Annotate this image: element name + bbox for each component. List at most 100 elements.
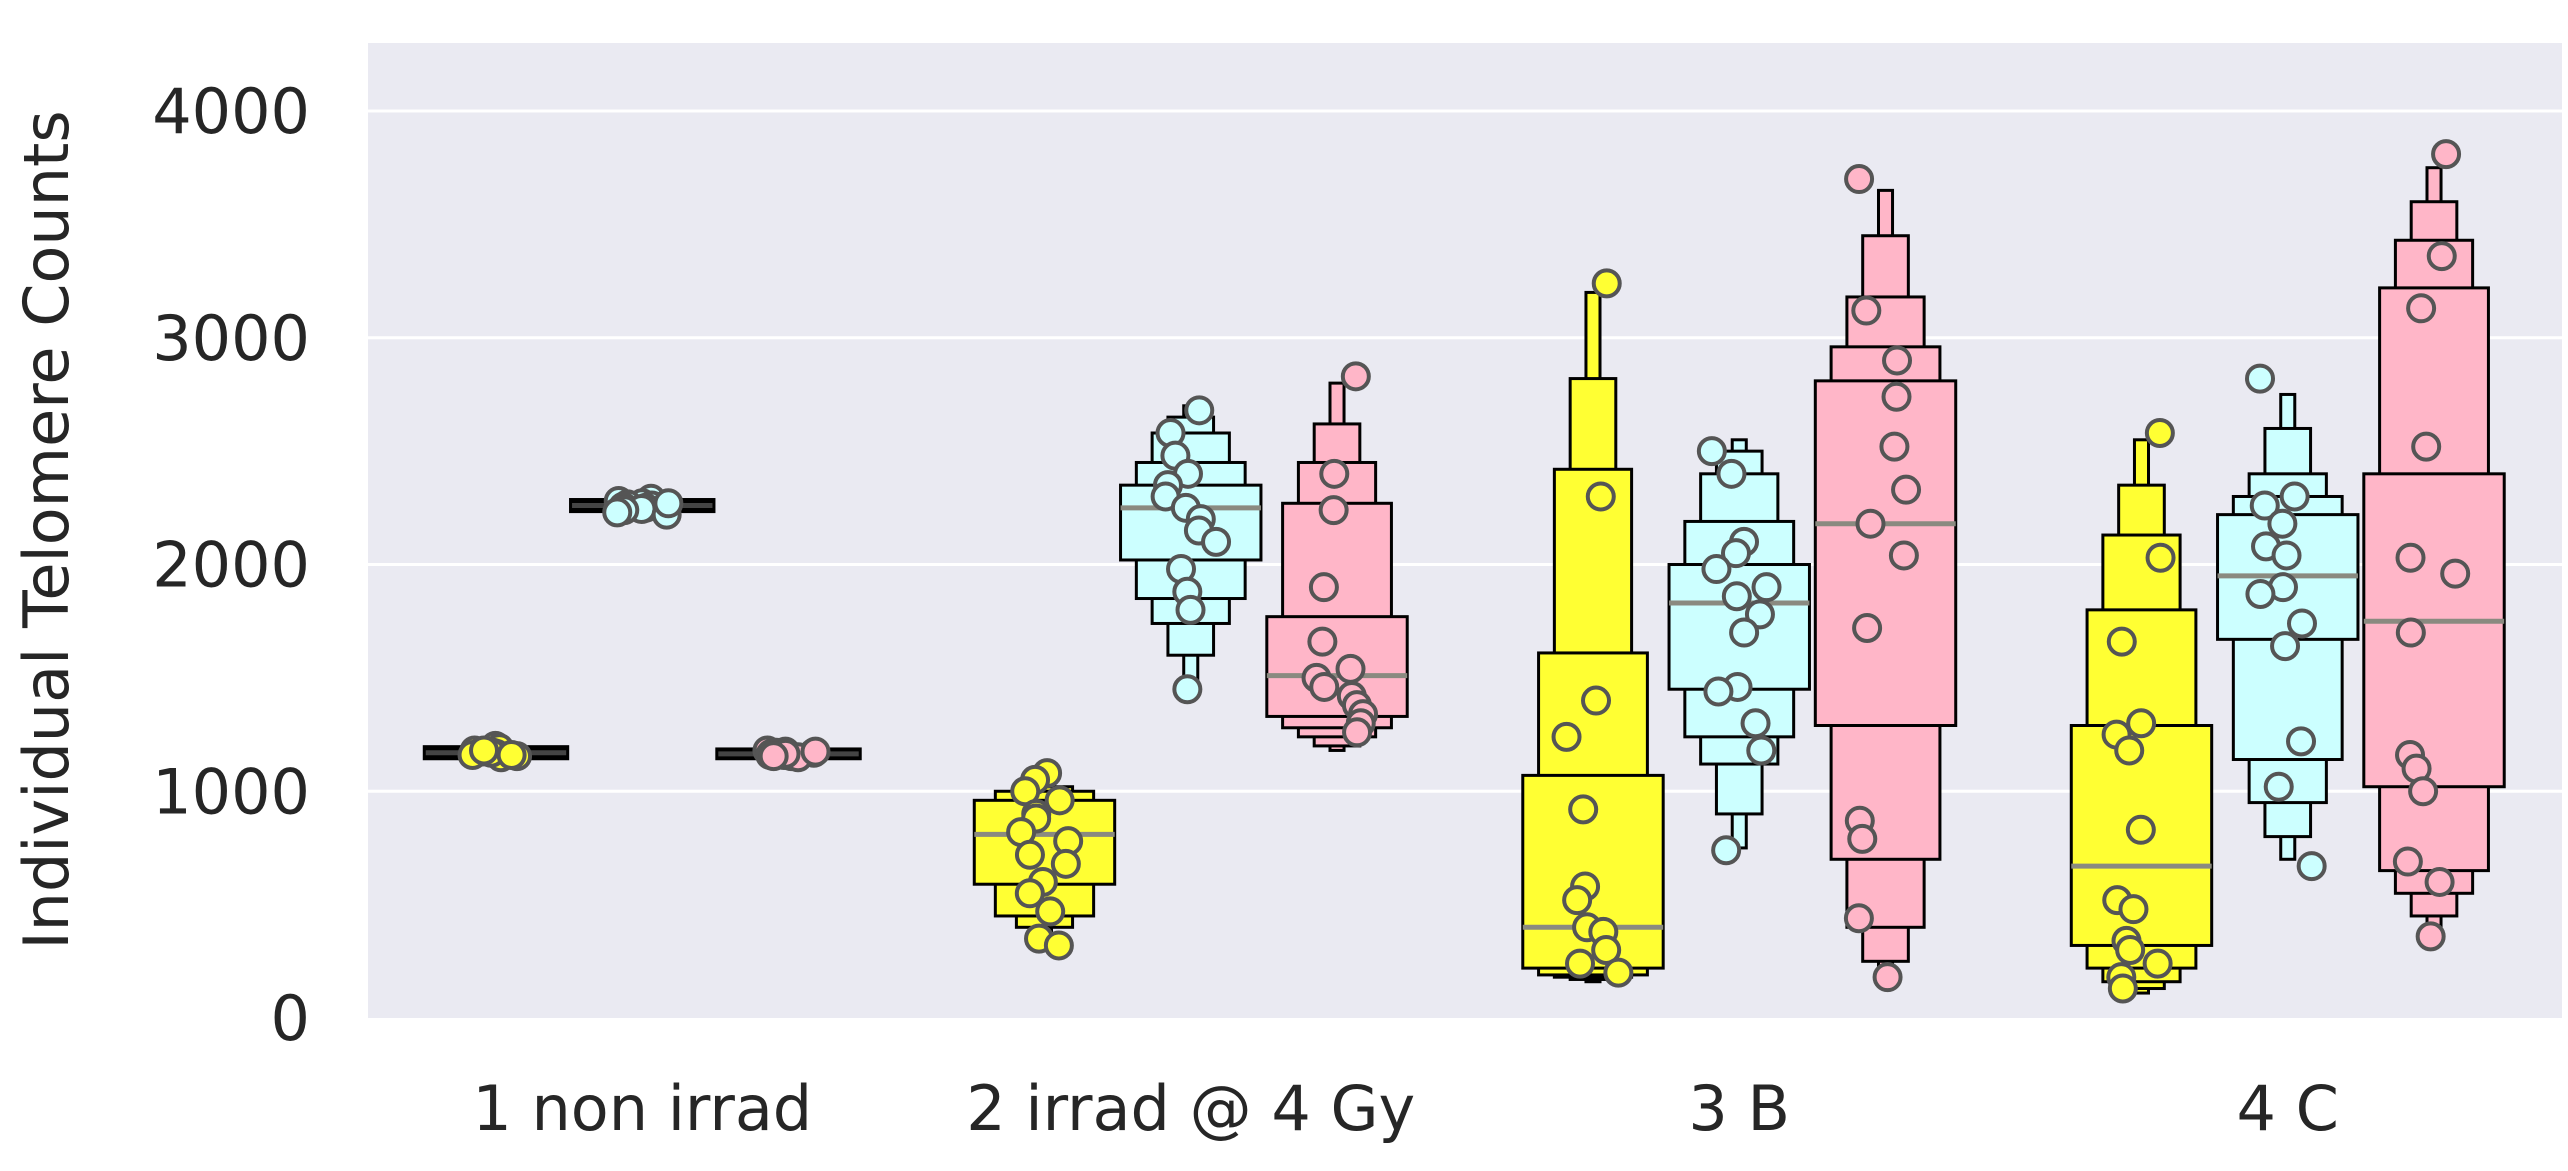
data-point: [1746, 735, 1777, 766]
x-tick-label: 4 C: [2237, 1072, 2339, 1145]
data-point: [2114, 735, 2145, 766]
data-point: [1172, 674, 1203, 705]
data-point: [1879, 431, 1910, 462]
strip-points: [457, 139, 2471, 1004]
data-point: [1891, 474, 1922, 505]
data-point: [2296, 851, 2327, 882]
data-point: [2106, 626, 2137, 657]
data-point: [1568, 794, 1599, 825]
data-point: [2415, 921, 2446, 952]
data-point: [800, 736, 831, 767]
data-point: [469, 735, 500, 766]
data-point: [1591, 268, 1622, 299]
data-point: [1335, 653, 1366, 684]
data-point: [2142, 948, 2173, 979]
y-axis-ticks: 0 1000 2000 3000 4000: [152, 75, 310, 1055]
data-point: [1565, 948, 1596, 979]
data-point: [653, 488, 684, 519]
y-tick-label: 1000: [152, 755, 310, 828]
data-point: [2249, 490, 2280, 521]
data-point: [2426, 241, 2457, 272]
data-point: [2286, 726, 2317, 757]
x-tick-label: 2 irrad @ 4 Gy: [966, 1072, 1415, 1145]
data-point: [1201, 526, 1232, 557]
boxen-level: [1813, 379, 1958, 727]
y-tick-label: 4000: [152, 75, 310, 148]
data-point: [1888, 540, 1919, 571]
y-tick-label: 0: [271, 982, 310, 1055]
data-point: [1720, 538, 1751, 569]
data-point: [1721, 581, 1752, 612]
data-point: [2424, 866, 2455, 897]
data-point: [1591, 934, 1622, 965]
data-point: [1043, 930, 1074, 961]
data-point: [1044, 785, 1075, 816]
data-point: [2408, 776, 2439, 807]
data-point: [1184, 395, 1215, 426]
data-point: [2406, 293, 2437, 324]
data-point: [1696, 436, 1727, 467]
x-tick-label: 1 non irrad: [472, 1072, 812, 1145]
data-point: [2440, 558, 2471, 589]
data-point: [2270, 631, 2301, 662]
data-point: [1740, 708, 1771, 739]
data-point: [2267, 508, 2298, 539]
data-point: [1318, 495, 1349, 526]
data-point: [1843, 903, 1874, 934]
data-point: [1319, 458, 1350, 489]
data-point: [2125, 814, 2156, 845]
data-point: [2411, 431, 2442, 462]
data-point: [1701, 554, 1732, 585]
data-point: [2395, 542, 2426, 573]
x-tick-label: 3 B: [1688, 1072, 1790, 1145]
data-point: [1881, 381, 1912, 412]
data-point: [1851, 295, 1882, 326]
data-point: [1603, 957, 1634, 988]
data-point: [1751, 572, 1782, 603]
data-point: [1562, 885, 1593, 916]
data-point: [2115, 934, 2146, 965]
data-point: [1585, 481, 1616, 512]
data-point: [2392, 846, 2423, 877]
data-point: [1852, 613, 1883, 643]
data-point: [1581, 685, 1612, 716]
y-tick-label: 3000: [152, 302, 310, 375]
data-point: [2144, 418, 2175, 448]
data-point: [1309, 671, 1340, 702]
data-point: [2286, 608, 2317, 639]
data-point: [1340, 361, 1371, 392]
data-point: [2245, 578, 2276, 609]
data-point: [2145, 542, 2176, 573]
data-point: [2245, 363, 2276, 394]
y-tick-label: 2000: [152, 529, 310, 602]
data-point: [758, 741, 789, 772]
y-axis-label: Individual Telomere Counts: [10, 110, 83, 949]
data-point: [1729, 617, 1760, 648]
data-point: [2118, 894, 2149, 925]
data-point: [1703, 676, 1734, 707]
data-point: [1847, 823, 1878, 854]
data-point: [1307, 626, 1338, 657]
data-point: [2126, 708, 2157, 739]
data-point: [1711, 835, 1742, 866]
data-point: [496, 739, 527, 770]
data-point: [2279, 481, 2310, 512]
data-point: [1308, 572, 1339, 603]
data-point: [1882, 345, 1913, 376]
data-point: [2431, 139, 2462, 170]
data-point: [1844, 164, 1875, 195]
data-point: [1050, 848, 1081, 879]
data-point: [1014, 878, 1045, 909]
data-point: [1175, 594, 1206, 625]
data-point: [1551, 721, 1582, 752]
data-point: [2271, 540, 2302, 571]
data-point: [602, 497, 633, 528]
data-point: [1342, 717, 1373, 748]
data-point: [1872, 962, 1903, 993]
data-point: [1855, 508, 1886, 539]
data-point: [1035, 896, 1066, 927]
data-point: [2263, 771, 2294, 802]
x-axis-ticks: 1 non irrad 2 irrad @ 4 Gy 3 B 4 C: [472, 1072, 2339, 1145]
data-point: [2107, 973, 2138, 1004]
